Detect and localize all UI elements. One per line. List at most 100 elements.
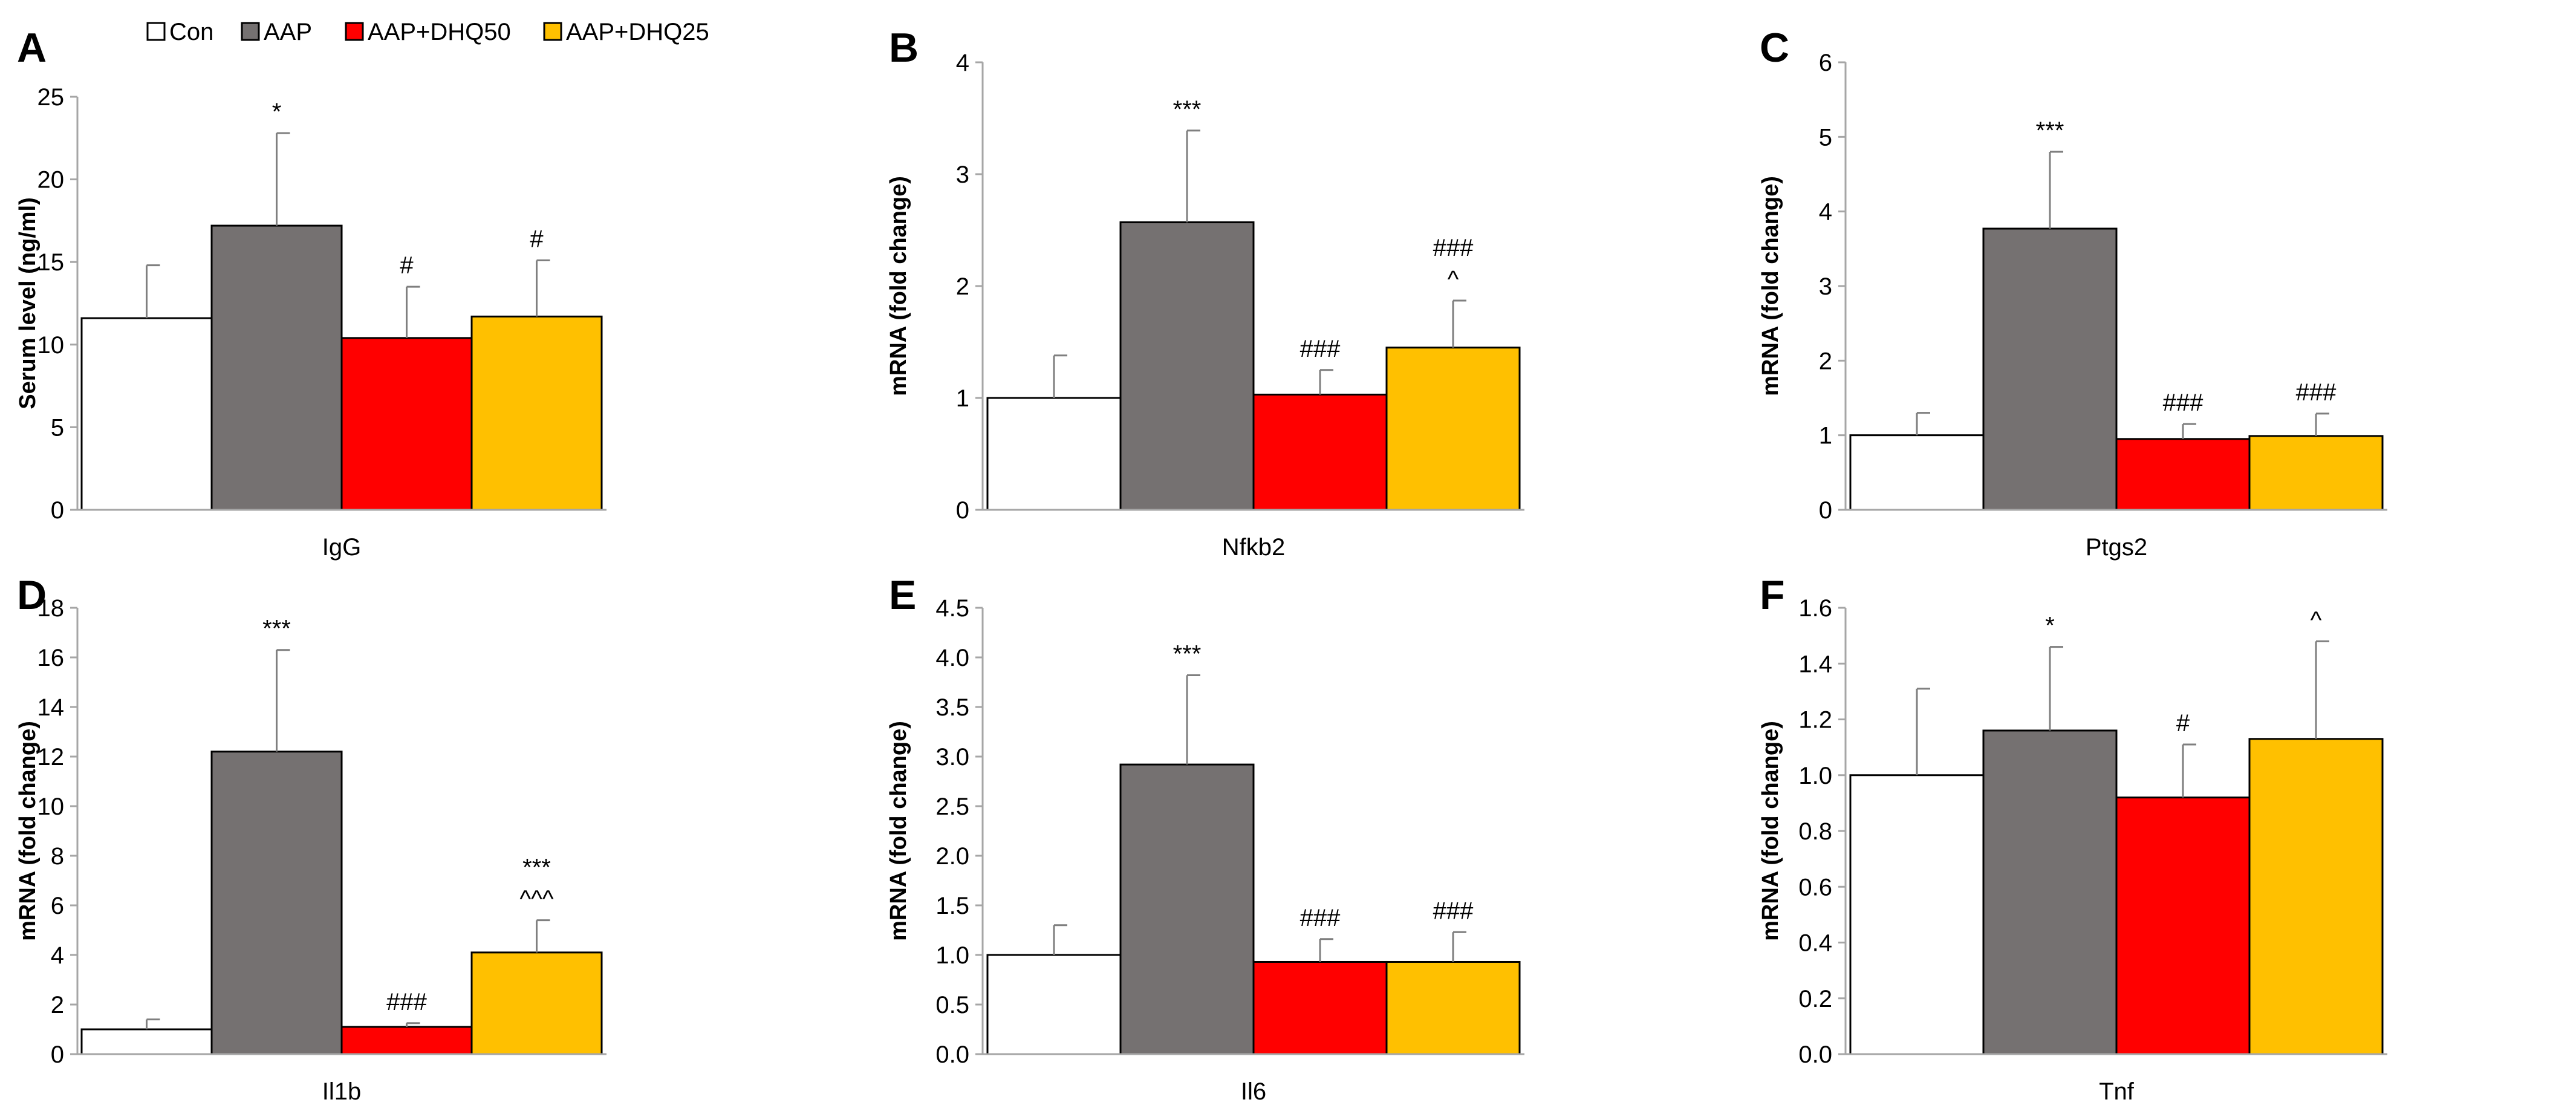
bar-aap-dhq50 (340, 337, 473, 511)
y-tick-label: 0.4 (1798, 930, 1832, 957)
panel-f: F 0.0 0.2 0.4 0.6 0.8 1.0 1.2 1.4 1.6 mRNA (fold c… (1758, 572, 2387, 1105)
y-tick-label: 16 (37, 645, 65, 671)
y-tick-label: 3 (956, 161, 969, 188)
significance-label: *** (1173, 641, 1202, 668)
bar-con (1849, 774, 1985, 1055)
significance-label: ### (386, 989, 427, 1015)
y-axis-title: mRNA (fold change) (886, 176, 911, 396)
significance-label: ^^^ (519, 886, 554, 913)
bar-con (1849, 434, 1985, 511)
bar-aap-dhq50 (1252, 393, 1388, 511)
significance-label: # (2176, 710, 2190, 737)
bar-con (80, 1028, 213, 1055)
bar-con (80, 317, 213, 511)
y-tick-label: 0 (51, 497, 64, 524)
panel-letter: C (1760, 25, 1789, 71)
y-tick-label: 0 (956, 497, 969, 524)
bar-aap-dhq50 (2115, 796, 2251, 1055)
panel-e: E 0.0 0.5 1.0 1.5 2.0 2.5 3.0 3.5 4.0 4.5 mRNA (fol… (886, 572, 1524, 1105)
legend-swatch-aap-dhq50 (345, 22, 364, 41)
y-tick-label: 4 (956, 50, 969, 76)
significance-label: *** (522, 855, 551, 881)
bar-aap-dhq25 (1385, 960, 1521, 1055)
legend-swatch-aap-dhq25 (543, 22, 562, 41)
bar-aap-dhq25 (470, 951, 603, 1055)
y-tick-label: 6 (1819, 50, 1832, 76)
bar-con (986, 954, 1122, 1055)
y-axis-title: mRNA (fold change) (15, 721, 41, 941)
x-category-label: IgG (322, 534, 361, 561)
panel-letter: F (1760, 572, 1785, 618)
y-tick-label: 4 (51, 942, 64, 969)
y-tick-label: 8 (51, 843, 64, 870)
y-tick-label: 0.6 (1798, 874, 1832, 901)
significance-label: ### (1300, 336, 1341, 362)
bar-aap-dhq50 (2115, 438, 2251, 511)
x-category-label: Tnf (2099, 1078, 2135, 1105)
bar-aap-dhq50 (1252, 960, 1388, 1055)
y-tick-label: 0 (51, 1041, 64, 1068)
bar-aap-dhq25 (470, 315, 603, 511)
y-tick-label: 14 (37, 694, 65, 721)
significance-label: ### (1433, 235, 1474, 261)
significance-label: *** (2036, 117, 2064, 144)
significance-label: * (2045, 613, 2055, 639)
y-tick-label: 20 (37, 167, 65, 194)
significance-label: * (272, 99, 282, 125)
panel-c: C 0 1 2 3 4 5 6 mRNA (fold change) *** ### ### Ptgs2 (1758, 25, 2387, 561)
y-tick-label: 2.0 (935, 843, 969, 870)
y-tick-label: 2 (956, 273, 969, 300)
y-tick-label: 6 (51, 893, 64, 919)
y-tick-label: 2 (1819, 348, 1832, 374)
significance-label: # (530, 226, 544, 252)
y-tick-label: 1.0 (1798, 763, 1832, 789)
significance-label: ^ (2311, 607, 2322, 633)
bar-con (986, 397, 1122, 511)
y-tick-label: 10 (37, 793, 65, 820)
bar-aap-dhq25 (2248, 435, 2384, 511)
y-tick-label: 1.6 (1798, 595, 1832, 622)
bar-aap (1982, 729, 2118, 1055)
y-tick-label: 25 (37, 84, 65, 111)
significance-label: ^ (1448, 266, 1459, 293)
bar-aap (210, 224, 343, 511)
y-tick-label: 0.0 (1798, 1041, 1832, 1068)
y-tick-label: 3.0 (935, 744, 969, 770)
y-tick-label: 0 (1819, 497, 1832, 524)
y-tick-label: 1 (1819, 423, 1832, 449)
panel-letter: A (17, 25, 47, 71)
panel-b: B 0 1 2 3 4 mRNA (fold change) *** ### ### ^ Nfkb2 (886, 25, 1524, 561)
y-tick-label: 0.2 (1798, 986, 1832, 1012)
y-tick-label: 5 (1819, 124, 1832, 151)
y-tick-label: 0.8 (1798, 818, 1832, 845)
panel-letter: D (17, 572, 47, 618)
y-tick-label: 1.2 (1798, 707, 1832, 734)
y-tick-label: 1 (956, 385, 969, 412)
y-axis-title: Serum level (ng/ml) (15, 197, 41, 409)
legend-label: Con (169, 19, 213, 45)
y-tick-label: 4.0 (935, 645, 969, 671)
y-tick-label: 1.5 (935, 893, 969, 919)
legend-swatch-con (146, 22, 166, 41)
y-tick-label: 0.0 (935, 1041, 969, 1068)
y-tick-label: 5 (51, 414, 64, 441)
y-tick-label: 2.5 (935, 793, 969, 820)
x-category-label: Il6 (1241, 1078, 1266, 1105)
y-axis-title: mRNA (fold change) (886, 721, 911, 941)
bar-aap (1119, 221, 1255, 511)
y-tick-label: 2 (51, 992, 64, 1018)
x-category-label: Ptgs2 (2086, 534, 2147, 561)
y-axis-title: mRNA (fold change) (1758, 721, 1783, 941)
significance-label: ### (1433, 897, 1474, 924)
legend: Con AAP AAP+DHQ50 AAP+DHQ25 (146, 19, 709, 45)
significance-label: # (400, 252, 414, 279)
panel-letter: B (889, 25, 919, 71)
legend-label: AAP (264, 19, 312, 45)
y-tick-label: 4 (1819, 199, 1832, 226)
x-category-label: Nfkb2 (1222, 534, 1286, 561)
y-tick-label: 15 (37, 249, 65, 276)
y-tick-label: 12 (37, 744, 65, 770)
bar-aap-dhq25 (2248, 738, 2384, 1055)
y-tick-label: 18 (37, 595, 65, 622)
